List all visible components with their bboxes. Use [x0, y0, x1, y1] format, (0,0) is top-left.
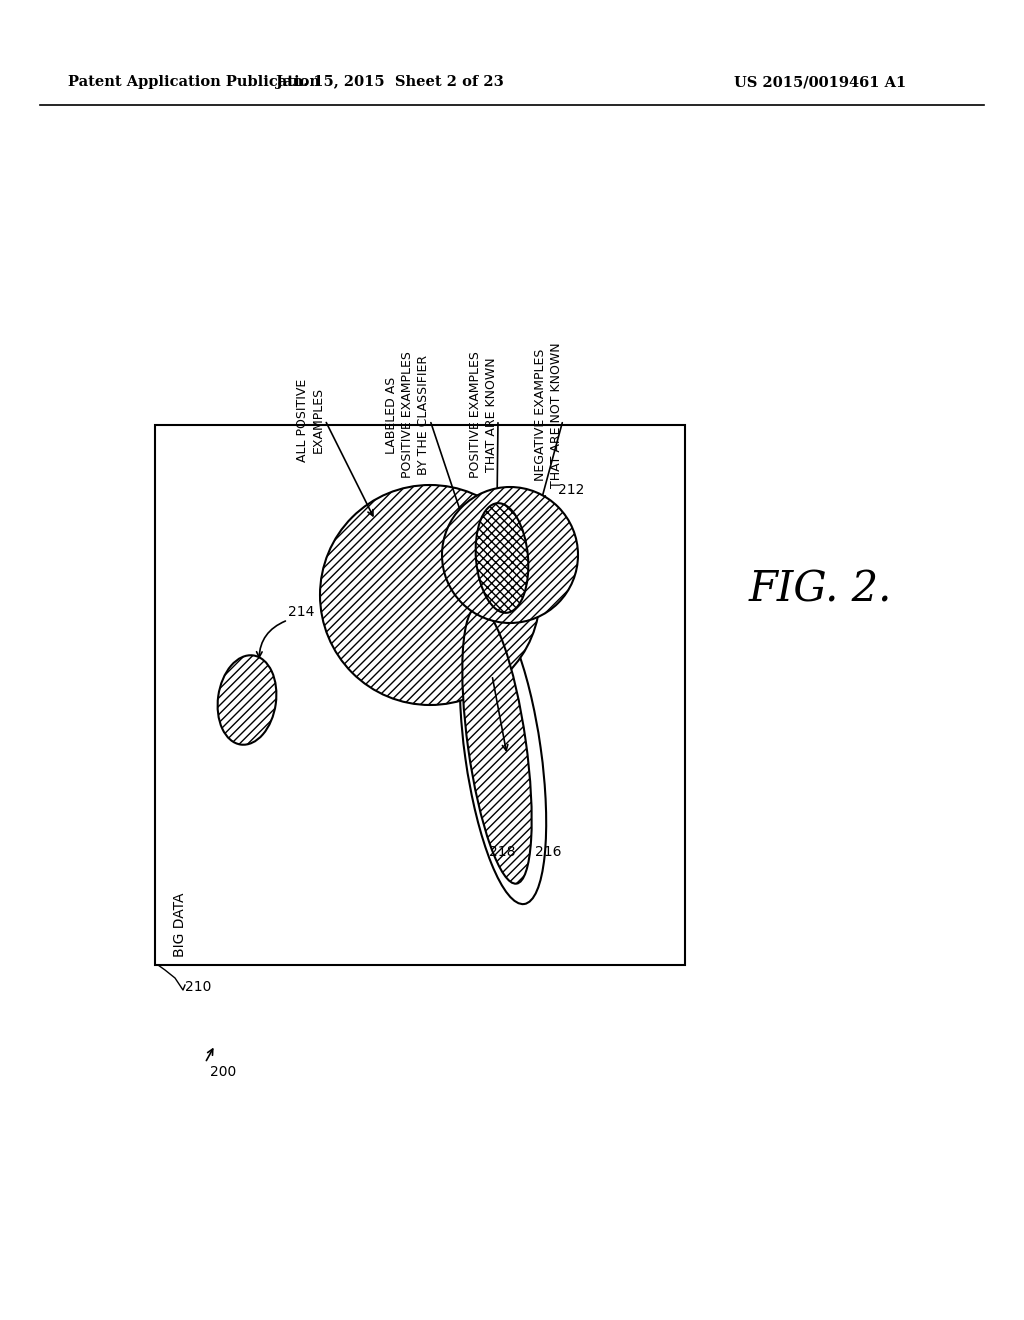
Ellipse shape [460, 602, 546, 904]
Text: US 2015/0019461 A1: US 2015/0019461 A1 [734, 75, 906, 88]
Ellipse shape [218, 655, 276, 744]
Text: 200: 200 [210, 1065, 237, 1078]
Text: Jan. 15, 2015  Sheet 2 of 23: Jan. 15, 2015 Sheet 2 of 23 [276, 75, 504, 88]
Circle shape [442, 487, 578, 623]
Text: Patent Application Publication: Patent Application Publication [68, 75, 319, 88]
Text: 216: 216 [535, 845, 561, 859]
Text: LABELED AS
POSITIVE EXAMPLES
BY THE CLASSIFIER: LABELED AS POSITIVE EXAMPLES BY THE CLAS… [385, 351, 430, 478]
Bar [155, 425, 685, 965]
Text: 214: 214 [288, 605, 314, 619]
Text: ALL POSITIVE
EXAMPLES: ALL POSITIVE EXAMPLES [296, 379, 325, 462]
Text: POSITIVE EXAMPLES
THAT ARE KNOWN: POSITIVE EXAMPLES THAT ARE KNOWN [469, 351, 498, 478]
Text: 212: 212 [558, 483, 585, 498]
Text: BIG DATA: BIG DATA [173, 892, 187, 957]
Text: FIG. 2.: FIG. 2. [749, 569, 892, 611]
FancyArrowPatch shape [257, 620, 286, 657]
Ellipse shape [476, 503, 528, 612]
Circle shape [319, 484, 540, 705]
Text: NEGATIVE EXAMPLES
THAT ARE NOT KNOWN: NEGATIVE EXAMPLES THAT ARE NOT KNOWN [534, 342, 563, 488]
Text: 218: 218 [489, 845, 515, 859]
Ellipse shape [462, 606, 531, 883]
Text: 210: 210 [185, 979, 211, 994]
